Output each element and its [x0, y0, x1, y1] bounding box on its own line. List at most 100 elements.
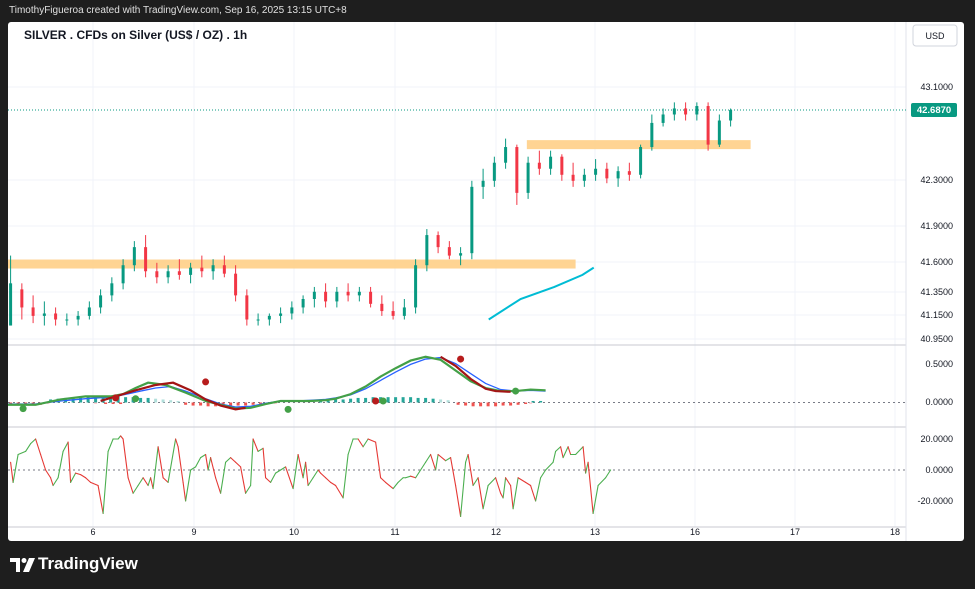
momentum-segment	[45, 469, 52, 479]
momentum-segment	[107, 438, 114, 452]
momentum-segment	[437, 453, 447, 462]
ma-line	[488, 266, 595, 321]
candle-body	[54, 313, 58, 320]
momentum-segment	[342, 453, 349, 499]
candle-body	[661, 114, 665, 123]
momentum-segment	[320, 472, 327, 479]
crossover-dot	[132, 395, 140, 403]
momentum-segment	[157, 446, 164, 479]
candle-body	[582, 174, 586, 181]
candle-body	[672, 108, 676, 115]
candle-body	[436, 235, 440, 248]
momentum-segment	[17, 450, 27, 456]
candlestick-series	[9, 102, 733, 326]
candle-body	[9, 283, 13, 326]
histogram-bar	[46, 402, 50, 405]
crossover-dot	[372, 397, 380, 405]
histogram-bar	[94, 402, 98, 405]
chart-canvas[interactable]: 6 9 10 11 12 13 16 17 18 43.1000 42.3000 41.9000 41.…	[8, 22, 964, 541]
histogram-bar	[401, 397, 405, 403]
candle-body	[459, 253, 463, 256]
momentum-segment	[465, 453, 469, 463]
histogram-bar	[539, 400, 543, 403]
brand-name: TradingView	[38, 554, 138, 573]
momentum-segment	[460, 461, 467, 518]
momentum-segment	[357, 438, 364, 448]
histogram-bar	[486, 402, 490, 407]
histogram-bar	[146, 397, 150, 403]
momentum-tick-label: 20.0000	[920, 434, 953, 444]
candle-body	[549, 156, 553, 169]
candle-body	[605, 168, 609, 179]
candle-body	[31, 307, 35, 316]
currency-label: USD	[925, 31, 945, 41]
momentum-segment	[587, 461, 594, 514]
histogram-bar	[479, 402, 483, 407]
last-price-label: 42.6870	[911, 103, 957, 118]
candle-body	[166, 271, 170, 278]
candle-body	[335, 291, 339, 302]
candle-body	[627, 171, 631, 175]
momentum-segment	[302, 461, 307, 479]
momentum-segment	[375, 441, 382, 479]
momentum-segment	[210, 457, 217, 479]
candle-body	[290, 307, 294, 314]
momentum-segment	[177, 446, 184, 483]
momentum-segment	[270, 472, 277, 483]
candle-body	[369, 291, 373, 304]
histogram-bar	[516, 402, 520, 405]
crossover-dot	[379, 397, 387, 405]
candle-body	[155, 271, 159, 278]
candle-body	[470, 186, 474, 254]
momentum-segment	[10, 461, 14, 483]
momentum-segment	[312, 469, 319, 479]
candle-body	[695, 106, 699, 115]
momentum-segment	[362, 438, 369, 448]
candle-body	[504, 147, 508, 163]
momentum-segment	[605, 469, 612, 479]
candle-body	[650, 122, 654, 148]
momentum-segment	[487, 477, 497, 487]
momentum-segment	[472, 477, 479, 487]
momentum-segment	[147, 477, 152, 487]
candle-body	[20, 289, 24, 308]
candle-body	[256, 319, 260, 321]
histogram-bar	[471, 402, 475, 407]
histogram-bar	[236, 402, 240, 406]
candle-body	[65, 319, 69, 321]
momentum-segment	[195, 457, 202, 468]
candle-body	[87, 307, 91, 316]
momentum-segment	[137, 477, 144, 487]
histogram-bar	[386, 397, 390, 403]
candle-body	[346, 291, 350, 296]
momentum-segment	[182, 481, 187, 502]
momentum-segment	[265, 477, 272, 483]
candle-body	[222, 265, 226, 274]
candle-body	[684, 108, 688, 115]
momentum-segment	[495, 477, 502, 494]
momentum-segment	[97, 484, 104, 514]
momentum-segment	[120, 435, 124, 440]
histogram-bar	[394, 397, 398, 403]
histogram-bar	[111, 402, 115, 405]
histogram-bar	[531, 400, 535, 403]
histogram-bar	[206, 402, 210, 407]
candle-body	[481, 180, 485, 187]
currency-button[interactable]: USD	[912, 24, 958, 47]
histogram-bar	[341, 399, 345, 403]
chart-area[interactable]: 6 9 10 11 12 13 16 17 18 43.1000 42.3000 41.9000 41.…	[8, 22, 964, 541]
candle-body	[245, 295, 249, 320]
momentum-segment	[512, 477, 519, 510]
time-tick-label: 6	[90, 527, 95, 537]
tradingview-logo-icon	[10, 558, 35, 572]
crossover-dot	[284, 405, 292, 413]
momentum-segment	[367, 438, 377, 443]
momentum-segment	[175, 438, 179, 448]
momentum-segment	[535, 477, 542, 502]
momentum-segment	[225, 457, 232, 463]
momentum-segment	[397, 477, 404, 483]
momentum-segment	[425, 453, 432, 463]
candle-body	[447, 247, 451, 256]
momentum-segment	[555, 446, 562, 452]
candle-body	[99, 295, 103, 308]
